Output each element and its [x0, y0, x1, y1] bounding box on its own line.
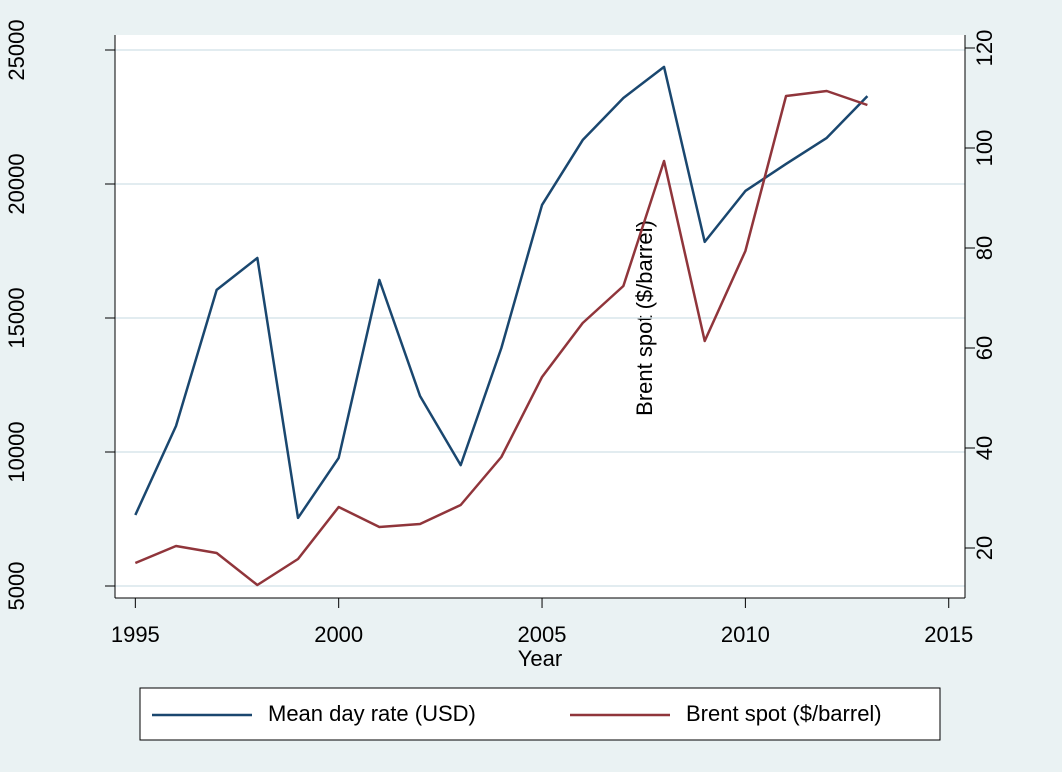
y-tick-label: 20000: [4, 153, 29, 214]
y-tick-label: 5000: [4, 562, 29, 611]
x-tick-label: 2005: [518, 622, 567, 647]
y-tick-label: 15000: [4, 287, 29, 348]
legend-label: Mean day rate (USD): [268, 701, 476, 726]
legend-box: [139, 687, 941, 741]
x-tick-label: 2015: [924, 622, 973, 647]
y2-tick-label: 100: [972, 130, 997, 167]
y2-tick-label: 40: [972, 436, 997, 460]
x-tick-label: 1995: [111, 622, 160, 647]
x-tick-label: 2010: [721, 622, 770, 647]
y2-tick-label: 120: [972, 30, 997, 67]
legend-label: Brent spot ($/barrel): [686, 701, 882, 726]
line-series: [134, 65, 869, 520]
y-tick-label: 25000: [4, 19, 29, 80]
plot-area: [115, 35, 965, 598]
y-tick-label: 10000: [4, 421, 29, 482]
x-tick-label: 2000: [314, 622, 363, 647]
y2-tick-label: 20: [972, 536, 997, 560]
y2-tick-label: 60: [972, 336, 997, 360]
y2-tick-label: 80: [972, 236, 997, 260]
x-axis-title: Year: [518, 646, 562, 671]
line-series: [134, 89, 868, 587]
